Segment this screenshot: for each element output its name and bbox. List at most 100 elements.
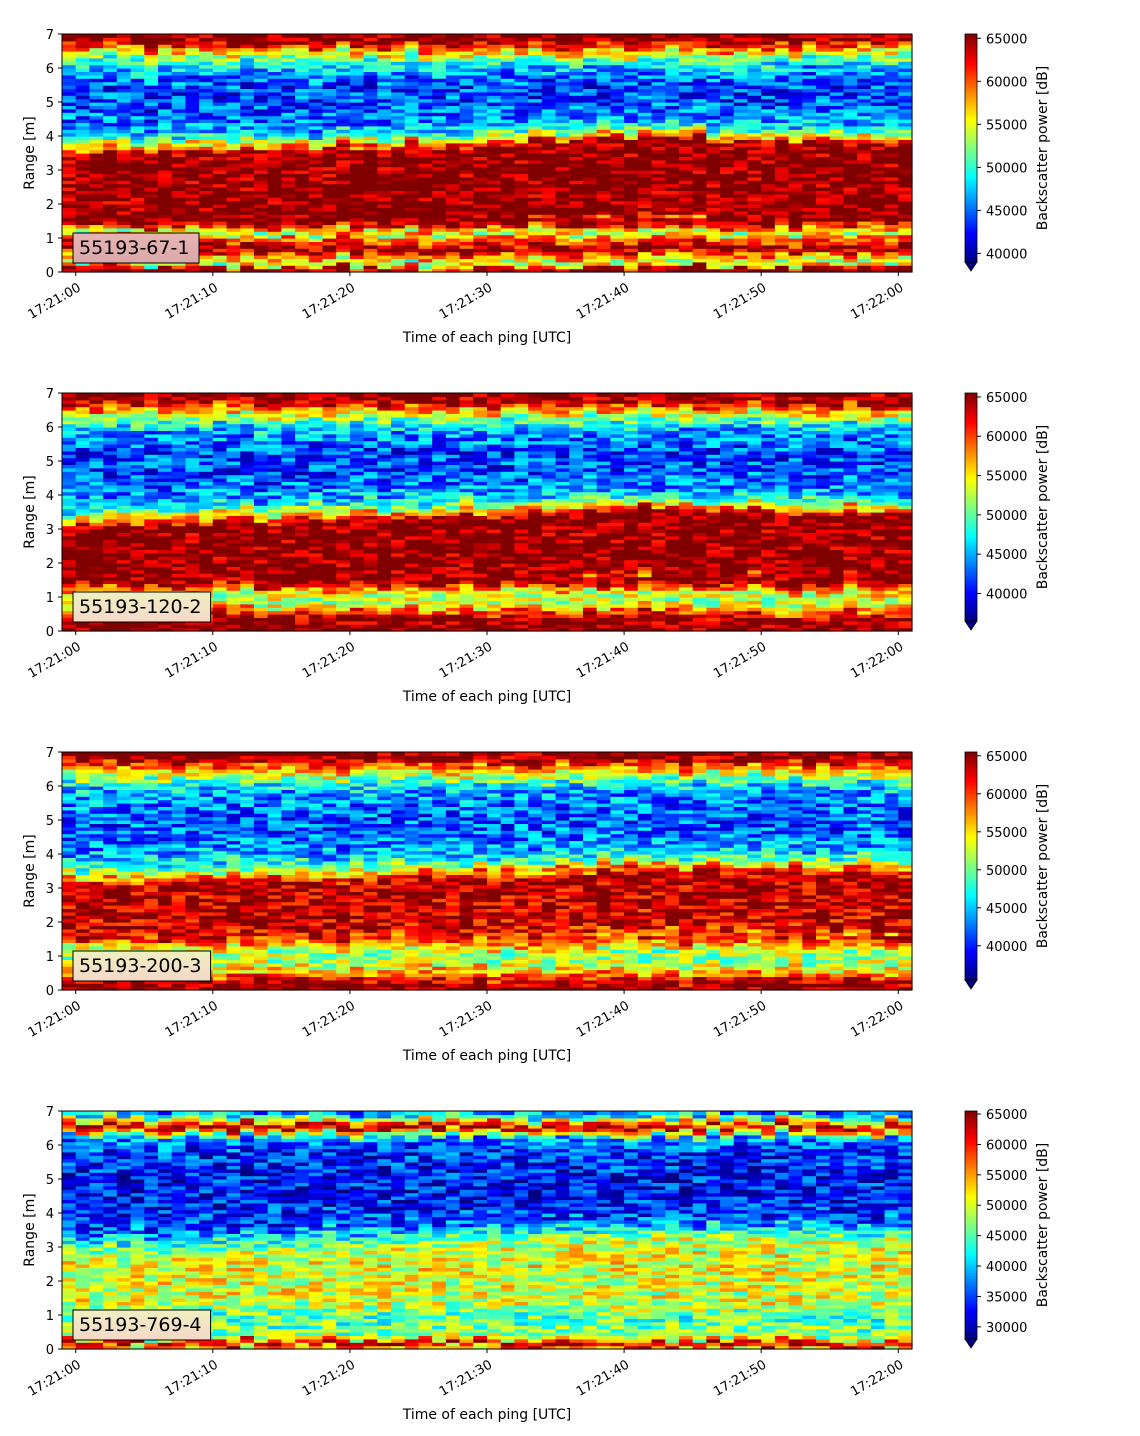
heatmap-cell (596, 108, 611, 113)
heatmap-cell (432, 238, 447, 242)
heatmap-cell (116, 224, 132, 229)
heatmap-cell (418, 112, 433, 117)
heatmap-cell (116, 47, 132, 52)
heatmap-cell (212, 234, 228, 239)
heatmap-cell (281, 125, 296, 130)
heatmap-cell (336, 57, 351, 62)
heatmap-cell (363, 74, 378, 79)
heatmap-cell (75, 207, 91, 212)
heatmap-cell (445, 108, 461, 113)
heatmap-cell (528, 105, 543, 110)
heatmap-cell (240, 149, 255, 154)
heatmap-cell (322, 255, 337, 259)
heatmap-cell (459, 197, 474, 202)
y-tick-label: 6 (46, 62, 54, 77)
heatmap-cell (75, 200, 91, 205)
heatmap-cell (267, 251, 282, 256)
heatmap-cell (322, 170, 337, 174)
heatmap-cell (185, 44, 200, 49)
heatmap-cell (829, 166, 845, 171)
heatmap-cell (624, 88, 639, 93)
heatmap-cell (240, 74, 255, 79)
heatmap-cell (349, 105, 365, 110)
heatmap-cell (295, 85, 310, 89)
heatmap-cell (240, 251, 255, 256)
heatmap-cell (541, 183, 557, 188)
heatmap-cell (473, 98, 488, 103)
heatmap-cell (89, 74, 104, 79)
heatmap-cell (569, 217, 584, 222)
heatmap-cell (610, 47, 625, 52)
heatmap-cell (473, 238, 488, 242)
heatmap-cell (157, 64, 173, 69)
heatmap-cell (514, 190, 529, 195)
heatmap-cell (637, 125, 653, 130)
heatmap-cell (514, 224, 529, 229)
heatmap-cell (103, 403, 118, 408)
heatmap-cell (281, 221, 296, 225)
heatmap-cell (637, 47, 653, 52)
heatmap-cell (651, 265, 666, 270)
heatmap-cell (432, 156, 447, 161)
heatmap-cell (528, 153, 543, 157)
x-tick-label: 17:21:10 (163, 280, 221, 322)
heatmap-cell (898, 217, 913, 222)
heatmap-cell (226, 88, 241, 93)
heatmap-cell (212, 227, 228, 232)
heatmap-cell (555, 136, 570, 140)
heatmap-cell (473, 221, 488, 225)
heatmap-cell (459, 153, 474, 157)
heatmap-cell (692, 71, 707, 76)
heatmap-cell (432, 112, 447, 117)
heatmap-cell (62, 88, 77, 93)
heatmap-cell (322, 105, 337, 110)
heatmap-cell (761, 34, 776, 38)
heatmap-cell (678, 115, 694, 120)
heatmap-cell (692, 142, 707, 147)
heatmap-cell (89, 180, 104, 185)
heatmap-cell (432, 190, 447, 195)
heatmap-cell (473, 129, 488, 134)
heatmap-cell (692, 241, 707, 246)
heatmap-cell (253, 108, 269, 113)
heatmap-cell (295, 187, 310, 191)
heatmap-cell (103, 61, 118, 66)
heatmap-cell (130, 268, 145, 273)
heatmap-cell (651, 34, 666, 38)
heatmap-cell (596, 227, 611, 232)
heatmap-cell (185, 221, 200, 225)
heatmap-cell (75, 57, 91, 62)
heatmap-cell (487, 163, 502, 168)
heatmap-cell (226, 244, 241, 249)
heatmap-cell (528, 180, 543, 185)
heatmap-cell (75, 68, 91, 72)
heatmap-cell (253, 159, 269, 164)
heatmap-cell (445, 105, 461, 110)
heatmap-cell (116, 102, 132, 106)
heatmap-cell (144, 132, 159, 137)
heatmap-cell (404, 227, 420, 232)
heatmap-cell (555, 193, 570, 198)
heatmap-cell (514, 112, 529, 117)
heatmap-cell (473, 170, 488, 174)
heatmap-cell (487, 156, 502, 161)
heatmap-cell (500, 146, 516, 151)
heatmap-cell (500, 37, 516, 42)
heatmap-cell (418, 51, 433, 55)
heatmap-cell (377, 47, 392, 52)
heatmap-cell (130, 190, 145, 195)
heatmap-cell (624, 255, 639, 259)
heatmap-cell (62, 153, 77, 157)
heatmap-cell (582, 105, 598, 110)
heatmap-cell (253, 132, 269, 137)
heatmap-cell (596, 85, 611, 89)
heatmap-cell (253, 221, 269, 225)
heatmap-cell (212, 115, 228, 120)
heatmap-cell (706, 173, 721, 178)
heatmap-cell (199, 183, 214, 188)
heatmap-cell (610, 251, 625, 256)
heatmap-cell (336, 163, 351, 168)
heatmap-cell (610, 102, 625, 106)
heatmap-cell (89, 47, 104, 52)
heatmap-cell (281, 129, 296, 134)
